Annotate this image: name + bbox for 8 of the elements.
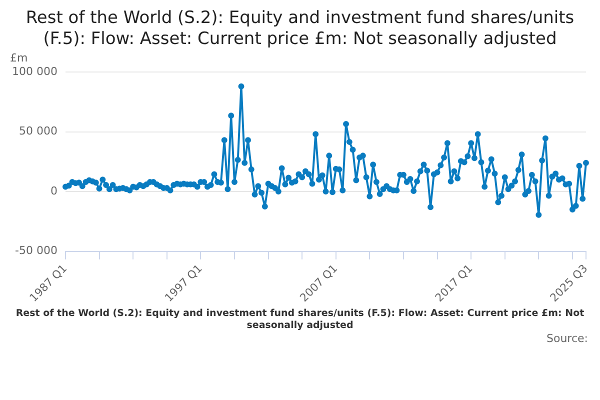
chart-title: Rest of the World (S.2): Equity and investment fund shares/units (F.5): Flow: Asset: Current price £m: Not seasonally adjusted xyxy=(24,8,576,50)
y-tick-label: 0 xyxy=(50,184,58,198)
y-tick-label: -50 000 xyxy=(15,244,58,258)
text: Rest of the World (S.2): Equity and investment fund shares/units (F.5): Flow: Asset: Current price £m: Not seasonally adjusted xyxy=(14,308,586,332)
y-axis-title: £m xyxy=(10,51,28,64)
y-tick-label: 100 000 xyxy=(12,64,58,78)
y-tick-label: 50 000 xyxy=(18,124,58,138)
source-note: Source: xyxy=(546,332,589,345)
